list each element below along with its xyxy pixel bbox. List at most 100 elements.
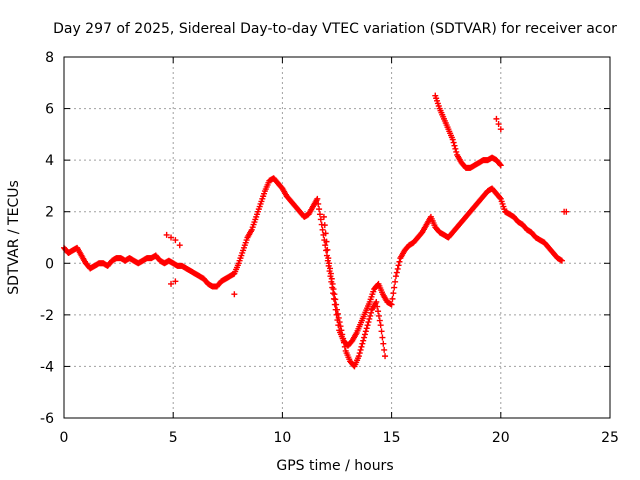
- data-point-interp: [317, 216, 324, 223]
- data-point-interp: [451, 142, 458, 149]
- data-point-interp: [356, 350, 363, 357]
- data-point-interp: [379, 334, 386, 341]
- data-point: [392, 273, 399, 280]
- x-tick-label: 10: [273, 430, 291, 446]
- data-point-interp: [339, 331, 346, 338]
- data-point-interp: [357, 346, 364, 353]
- y-axis-label: SDTVAR / TECUs: [6, 180, 22, 295]
- data-point-interp: [340, 339, 347, 346]
- data-point: [176, 242, 183, 249]
- x-tick-label: 20: [492, 430, 510, 446]
- data-point-interp: [331, 291, 338, 298]
- axis-ticks: 0 5 10 15 20 25 -6 -4 -2 0 2 4 6 8: [40, 50, 619, 446]
- data-point-interp: [396, 258, 403, 265]
- data-point-interp: [327, 270, 334, 277]
- x-tick-label: 0: [60, 430, 69, 446]
- data-point-interp: [393, 269, 400, 276]
- data-point-interp: [321, 222, 328, 229]
- y-tick-label: 4: [45, 153, 54, 169]
- data-point-interp: [375, 312, 382, 319]
- data-points: [61, 92, 570, 370]
- data-point: [449, 136, 456, 143]
- data-point: [325, 255, 332, 262]
- series-branch-high-segment: [432, 92, 504, 171]
- data-point: [314, 195, 321, 202]
- data-point-interp: [453, 148, 460, 155]
- data-point: [355, 353, 362, 360]
- data-point-interp: [328, 275, 335, 282]
- y-tick-label: 6: [45, 102, 54, 118]
- data-point: [163, 231, 170, 238]
- data-point-interp: [358, 343, 365, 350]
- data-point-interp: [323, 238, 330, 245]
- series-main: [61, 175, 565, 349]
- data-point-interp: [322, 230, 329, 237]
- data-point-interp: [374, 303, 381, 310]
- y-tick-label: -6: [40, 411, 54, 427]
- grid-lines: [64, 57, 610, 418]
- data-point: [329, 280, 336, 287]
- y-tick-label: 8: [45, 50, 54, 66]
- data-point: [231, 291, 238, 298]
- series-branch-low: [320, 213, 389, 370]
- data-point: [338, 327, 345, 334]
- data-point: [172, 278, 179, 285]
- y-tick-label: 2: [45, 205, 54, 221]
- data-point-interp: [322, 242, 329, 249]
- data-point-interp: [330, 286, 337, 293]
- data-point-interp: [319, 226, 326, 233]
- data-point-interp: [395, 262, 402, 269]
- data-point-interp: [378, 328, 385, 335]
- data-point-interp: [332, 296, 339, 303]
- data-point-interp: [363, 325, 370, 332]
- data-point: [497, 162, 504, 169]
- data-point-interp: [359, 340, 366, 347]
- data-point: [377, 322, 384, 329]
- data-point-interp: [391, 284, 398, 291]
- data-point: [563, 208, 570, 215]
- data-point: [168, 280, 175, 287]
- data-point: [497, 126, 504, 133]
- series-isolated-points: [163, 115, 570, 298]
- data-point-interp: [316, 206, 323, 213]
- y-tick-label: 0: [45, 256, 54, 272]
- data-point: [558, 257, 565, 264]
- data-point-interp: [334, 310, 341, 317]
- data-point-interp: [315, 200, 322, 207]
- data-point-interp: [389, 295, 396, 302]
- data-point-interp: [335, 314, 342, 321]
- data-point: [360, 337, 367, 344]
- data-point-interp: [337, 323, 344, 330]
- data-point-interp: [394, 265, 401, 272]
- data-point-interp: [496, 161, 503, 168]
- data-point-interp: [333, 301, 340, 308]
- x-tick-label: 5: [169, 430, 178, 446]
- data-point-interp: [316, 211, 323, 218]
- data-point: [373, 298, 380, 305]
- data-point-interp: [381, 346, 388, 353]
- data-point-interp: [496, 194, 503, 201]
- data-point-interp: [340, 335, 347, 342]
- data-point-interp: [365, 319, 372, 326]
- data-point: [334, 306, 340, 313]
- data-point-interp: [375, 308, 382, 315]
- chart-title: Day 297 of 2025, Sidereal Day-to-day VTE…: [53, 21, 617, 37]
- data-point-interp: [361, 334, 368, 341]
- data-point-interp: [368, 309, 375, 316]
- y-tick-label: -2: [40, 308, 54, 324]
- x-tick-label: 15: [383, 430, 401, 446]
- data-point-interp: [367, 312, 374, 319]
- data-point: [388, 301, 395, 308]
- data-point-interp: [450, 139, 457, 146]
- data-point-interp: [452, 145, 459, 152]
- data-point-interp: [390, 290, 397, 297]
- data-point-interp: [324, 246, 331, 253]
- data-point: [382, 353, 389, 360]
- data-point-interp: [341, 343, 348, 350]
- data-point-interp: [327, 265, 334, 272]
- x-tick-label: 25: [601, 430, 619, 446]
- data-point-interp: [326, 260, 333, 267]
- data-point-interp: [366, 315, 373, 322]
- data-point-interp: [362, 328, 369, 335]
